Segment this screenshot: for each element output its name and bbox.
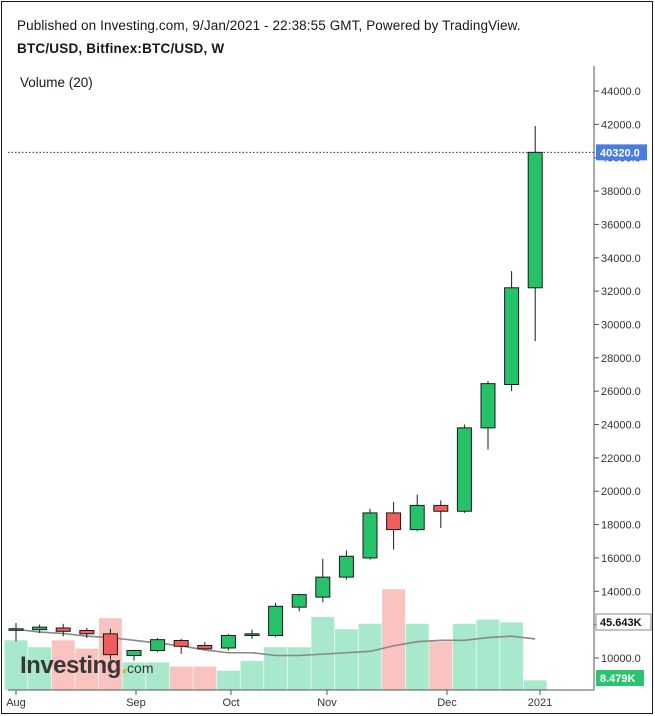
candle-up	[504, 287, 520, 386]
time-tick-label: Nov	[317, 697, 337, 709]
candle-up	[291, 594, 307, 608]
axis-badges: 40320.0 45.643K 8.479K	[595, 144, 652, 686]
volume-bar	[476, 619, 500, 690]
price-tick-label: 10000.0	[601, 653, 641, 665]
price-tick-label: 42000.0	[601, 119, 641, 131]
price-tick-label: 24000.0	[601, 420, 641, 432]
time-tick-label: Aug	[6, 697, 26, 709]
candle-down	[55, 627, 71, 632]
volume-value: 8.479K	[600, 673, 636, 685]
price-tick-label: 36000.0	[601, 219, 641, 231]
investing-logo: Investing.com	[20, 652, 153, 680]
candle-up	[8, 628, 24, 631]
volume-bar	[193, 666, 217, 690]
candle-down	[173, 639, 189, 647]
candle-down	[102, 633, 118, 656]
price-tick-label: 16000.0	[601, 553, 641, 565]
volume-bar	[75, 648, 99, 690]
ma-value: 45.643K	[600, 617, 642, 629]
candle-up	[338, 555, 354, 578]
candle-up	[480, 383, 496, 429]
time-tick-label: Dec	[437, 697, 457, 709]
last-price-badge	[596, 144, 647, 161]
candle-down	[79, 629, 95, 635]
ma-value-badge	[595, 613, 652, 631]
price-tick-label: 18000.0	[601, 520, 641, 532]
candle-up	[126, 649, 142, 656]
volume-bar	[358, 623, 382, 690]
volume-bar	[28, 647, 52, 690]
candle-up	[315, 576, 331, 598]
candle-up	[268, 605, 284, 636]
last-price-value: 40320.0	[600, 147, 640, 159]
volume-bar	[146, 662, 170, 690]
volume-bar	[51, 640, 75, 690]
price-tick-label: 38000.0	[601, 186, 641, 198]
logo-brand: Investing	[20, 652, 121, 679]
candle-up	[32, 626, 48, 631]
time-tick-label: Sep	[126, 697, 146, 709]
volume-ma-line	[11, 627, 536, 657]
volume-bar	[334, 629, 358, 690]
volume-bar	[169, 666, 193, 690]
logo-domain: com	[127, 660, 154, 676]
volume-bar	[122, 662, 146, 690]
volume-bar	[405, 623, 429, 690]
volume-bar	[452, 623, 476, 690]
price-tick-label: 26000.0	[601, 386, 641, 398]
price-tick-label: 34000.0	[601, 253, 641, 265]
price-tick-label: 22000.0	[601, 453, 641, 465]
candle-down	[197, 644, 213, 650]
candle-up	[244, 633, 260, 636]
volume-bar	[500, 622, 524, 690]
volume-bar	[4, 640, 28, 690]
volume-bar	[287, 647, 311, 690]
volume-bar	[264, 647, 288, 690]
candle-up	[362, 512, 378, 559]
volume-bar	[523, 680, 547, 690]
candle-up	[527, 151, 543, 289]
volume-moving-average	[11, 627, 536, 657]
time-axis[interactable]: Aug Sep Oct Nov Dec 2021	[6, 690, 552, 709]
candle-up	[150, 639, 166, 651]
candle-up	[409, 504, 425, 531]
candle-up	[220, 634, 236, 649]
candle-down	[433, 504, 449, 512]
volume-bar	[429, 641, 453, 690]
candle-down	[386, 512, 402, 531]
price-axis[interactable]: 10000.012000.014000.016000.018000.020000…	[594, 86, 641, 665]
price-tick-label: 30000.0	[601, 319, 641, 331]
volume-value-badge	[596, 670, 644, 686]
symbol-title: BTC/USD, Bitfinex:BTC/USD, W	[17, 41, 225, 56]
volume-bar	[382, 589, 406, 690]
price-tick-label: 28000.0	[601, 353, 641, 365]
time-tick-label: Oct	[222, 697, 239, 709]
volume-bar	[216, 670, 240, 690]
price-tick-label: 20000.0	[601, 486, 641, 498]
published-caption: Published on Investing.com, 9/Jan/2021 -…	[17, 18, 521, 33]
price-tick-label: 32000.0	[601, 286, 641, 298]
logo-dot: .	[120, 652, 128, 679]
price-tick-label: 44000.0	[601, 86, 641, 98]
volume-indicator-label[interactable]: Volume (20)	[20, 75, 93, 90]
time-tick-label: 2021	[528, 697, 552, 709]
price-tick-label: 14000.0	[601, 586, 641, 598]
volume-bar	[240, 661, 264, 690]
candlesticks	[8, 126, 543, 661]
candle-up	[456, 427, 472, 512]
